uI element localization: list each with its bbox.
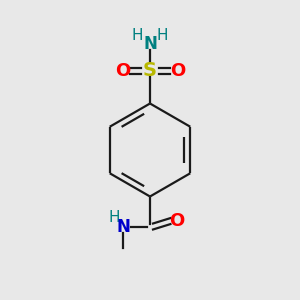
Text: N: N — [116, 218, 130, 236]
Text: O: O — [169, 212, 184, 230]
Text: O: O — [170, 61, 185, 80]
Text: S: S — [143, 61, 157, 80]
Text: H: H — [157, 28, 168, 43]
Text: H: H — [132, 28, 143, 43]
Text: N: N — [143, 35, 157, 53]
Text: H: H — [108, 210, 120, 225]
Text: O: O — [115, 61, 130, 80]
